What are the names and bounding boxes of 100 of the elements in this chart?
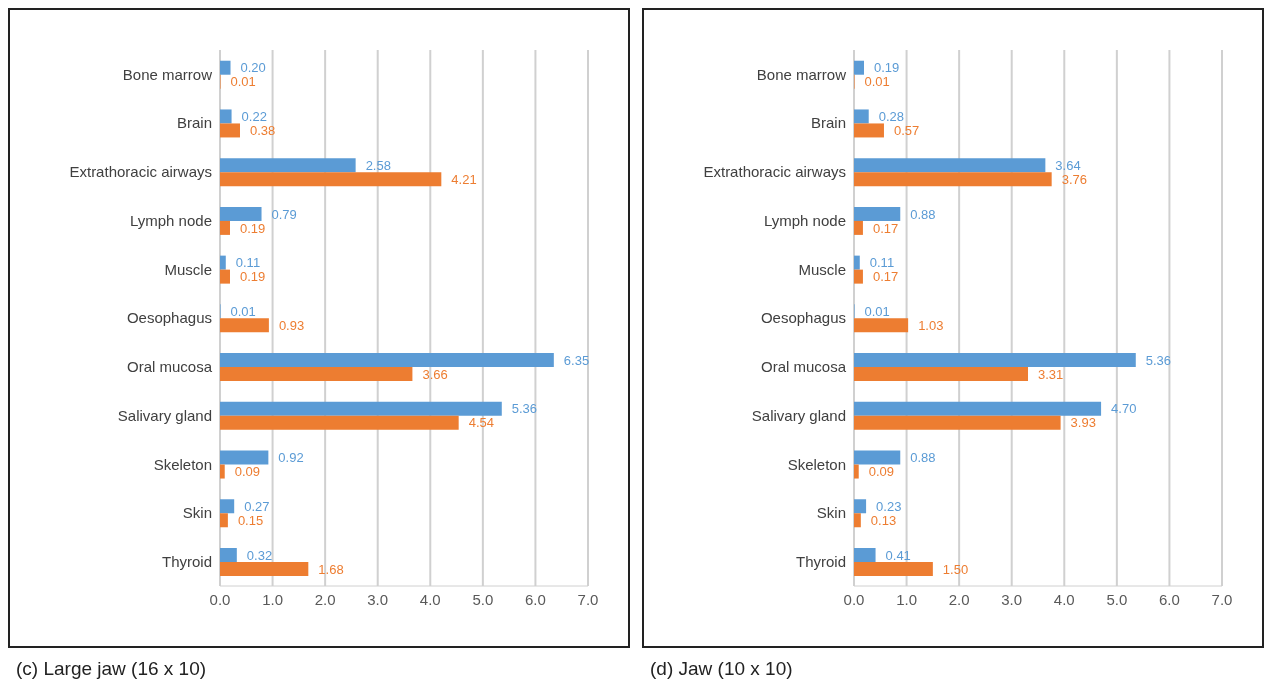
- x-tick-label: 5.0: [1106, 590, 1128, 608]
- data-label: 0.13: [870, 512, 897, 528]
- y-tick-label: Brain: [810, 114, 846, 132]
- x-tick-label: 1.0: [262, 590, 283, 608]
- data-label: 0.57: [893, 123, 920, 139]
- data-label: 3.76: [1061, 171, 1087, 187]
- data-label: 0.38: [249, 123, 276, 139]
- bar: [854, 367, 1029, 382]
- data-label: 0.93: [278, 317, 305, 333]
- x-tick-label: 7.0: [1211, 590, 1233, 608]
- data-label: 4.54: [468, 415, 494, 431]
- bar: [854, 353, 1136, 368]
- data-label: 0.22: [241, 109, 267, 125]
- data-label: 0.92: [278, 450, 304, 466]
- bar: [220, 499, 235, 514]
- x-tick-label: 4.0: [1053, 590, 1075, 608]
- data-label: 5.36: [511, 401, 538, 417]
- bar: [220, 318, 269, 333]
- data-label: 0.41: [885, 547, 911, 563]
- data-label: 0.17: [872, 220, 899, 236]
- data-label: 0.11: [869, 255, 895, 271]
- y-tick-label: Thyroid: [795, 552, 846, 570]
- data-label: 0.01: [864, 74, 890, 90]
- bar: [220, 109, 232, 124]
- data-label: 0.27: [244, 498, 270, 514]
- x-tick-label: 1.0: [896, 590, 917, 608]
- bar: [854, 513, 861, 528]
- y-tick-label: Skin: [816, 504, 846, 522]
- bar: [220, 172, 442, 187]
- x-tick-label: 7.0: [577, 590, 599, 608]
- bar: [220, 547, 237, 562]
- y-tick-label: Oral mucosa: [760, 358, 847, 376]
- y-tick-label: Skeleton: [153, 455, 212, 473]
- y-tick-label: Bone marrow: [122, 65, 213, 83]
- text: (d) Jaw (10 x 10): [649, 658, 794, 680]
- bar: [854, 464, 859, 479]
- data-label: 1.03: [918, 317, 944, 333]
- data-label: 0.09: [234, 464, 261, 480]
- bar: [220, 450, 269, 465]
- data-label: 0.88: [910, 450, 936, 466]
- text: (c) Large jaw (16 x 10): [15, 658, 208, 680]
- data-label: 0.32: [246, 547, 273, 563]
- bar: [220, 415, 459, 430]
- data-label: 4.70: [1111, 401, 1137, 417]
- bar: [220, 123, 240, 138]
- y-tick-label: Oral mucosa: [126, 358, 213, 376]
- y-tick-label: Extrathoracic airways: [69, 163, 212, 181]
- bar: [854, 401, 1102, 416]
- data-label: 0.19: [239, 269, 266, 285]
- data-label: 1.68: [318, 561, 344, 577]
- bar: [220, 255, 226, 270]
- bar: [220, 401, 502, 416]
- bar: [854, 561, 933, 576]
- data-label: 3.66: [422, 366, 448, 382]
- bar: [220, 206, 262, 221]
- data-label: 2.58: [365, 157, 391, 173]
- bar: [220, 158, 356, 173]
- bar: [854, 415, 1061, 430]
- x-tick-label: 0.0: [843, 590, 865, 608]
- bar: [854, 60, 864, 75]
- bar: [220, 561, 309, 576]
- bar: [220, 464, 225, 479]
- bar: [854, 255, 860, 270]
- x-tick-label: 0.0: [209, 590, 231, 608]
- data-label: 3.64: [1055, 157, 1081, 173]
- y-tick-label: Skeleton: [787, 455, 846, 473]
- bar: [854, 158, 1046, 173]
- bar: [220, 60, 231, 75]
- data-label: 0.17: [872, 269, 899, 285]
- y-tick-label: Bone marrow: [756, 65, 847, 83]
- bar: [854, 123, 884, 138]
- data-label: 5.36: [1145, 352, 1172, 368]
- x-tick-label: 6.0: [525, 590, 546, 608]
- bar: [220, 269, 230, 284]
- data-label: 3.93: [1070, 415, 1096, 431]
- bar: [854, 269, 863, 284]
- bar: [854, 220, 863, 235]
- bar: [854, 450, 901, 465]
- y-tick-label: Brain: [176, 114, 212, 132]
- data-label: 0.01: [230, 303, 256, 319]
- data-label: 0.19: [873, 60, 900, 76]
- bar: [854, 109, 869, 124]
- data-label: 0.88: [910, 206, 936, 222]
- bar: [854, 206, 901, 221]
- y-tick-label: Salivary gland: [751, 406, 846, 424]
- bar: [854, 499, 867, 514]
- data-label: 0.01: [230, 74, 256, 90]
- x-tick-label: 3.0: [367, 590, 389, 608]
- data-label: 0.11: [235, 255, 261, 271]
- data-label: 0.79: [271, 206, 297, 222]
- y-tick-label: Muscle: [798, 260, 846, 278]
- y-tick-label: Extrathoracic airways: [703, 163, 846, 181]
- data-label: 3.31: [1038, 366, 1064, 382]
- bar: [220, 353, 554, 368]
- data-label: 0.28: [878, 109, 905, 125]
- y-tick-label: Lymph node: [763, 211, 846, 229]
- data-label: 4.21: [451, 171, 477, 187]
- data-label: 0.23: [876, 498, 902, 514]
- bar: [220, 367, 413, 382]
- data-label: 0.20: [240, 60, 266, 76]
